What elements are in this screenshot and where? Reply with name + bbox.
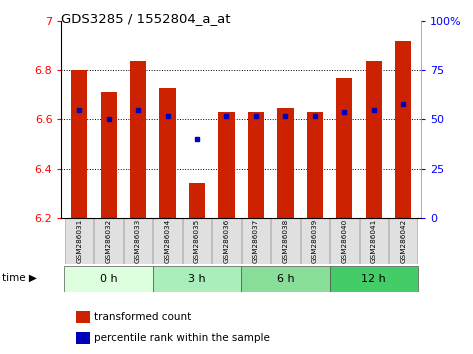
Text: GSM286037: GSM286037 xyxy=(253,218,259,263)
Bar xyxy=(359,218,388,264)
Bar xyxy=(159,87,175,218)
Bar xyxy=(124,218,152,264)
Bar xyxy=(242,218,270,264)
Bar xyxy=(248,112,264,218)
Text: GSM286033: GSM286033 xyxy=(135,218,141,263)
Bar xyxy=(189,183,205,218)
Bar xyxy=(277,108,294,218)
Text: GSM286036: GSM286036 xyxy=(224,218,229,263)
Bar xyxy=(272,218,299,264)
Text: 0 h: 0 h xyxy=(100,274,117,284)
Bar xyxy=(212,218,241,264)
Bar xyxy=(183,218,211,264)
Text: GSM286031: GSM286031 xyxy=(76,218,82,263)
Text: time ▶: time ▶ xyxy=(2,273,37,283)
Text: 3 h: 3 h xyxy=(188,274,206,284)
Bar xyxy=(301,218,329,264)
Text: GSM286039: GSM286039 xyxy=(312,218,318,263)
Bar xyxy=(95,218,123,264)
Text: 12 h: 12 h xyxy=(361,274,386,284)
Text: GSM286038: GSM286038 xyxy=(282,218,289,263)
Text: GSM286042: GSM286042 xyxy=(400,218,406,263)
Bar xyxy=(71,70,88,218)
Bar xyxy=(330,266,418,292)
Text: GDS3285 / 1552804_a_at: GDS3285 / 1552804_a_at xyxy=(61,12,231,25)
Text: GSM286041: GSM286041 xyxy=(371,218,377,263)
Text: GSM286040: GSM286040 xyxy=(342,218,347,263)
Text: 6 h: 6 h xyxy=(277,274,294,284)
Bar xyxy=(65,218,93,264)
Bar xyxy=(395,41,412,218)
Bar xyxy=(153,266,241,292)
Text: GSM286034: GSM286034 xyxy=(165,218,171,263)
Text: percentile rank within the sample: percentile rank within the sample xyxy=(94,333,270,343)
Bar xyxy=(307,112,323,218)
Bar xyxy=(330,218,359,264)
Bar xyxy=(241,266,330,292)
Text: transformed count: transformed count xyxy=(94,312,192,322)
Text: GSM286032: GSM286032 xyxy=(105,218,112,263)
Bar xyxy=(336,78,352,218)
Bar xyxy=(366,61,382,218)
Bar xyxy=(130,61,146,218)
Bar xyxy=(64,266,153,292)
Bar xyxy=(101,92,117,218)
Text: GSM286035: GSM286035 xyxy=(194,218,200,263)
Bar xyxy=(153,218,182,264)
Bar xyxy=(219,112,235,218)
Bar xyxy=(389,218,418,264)
